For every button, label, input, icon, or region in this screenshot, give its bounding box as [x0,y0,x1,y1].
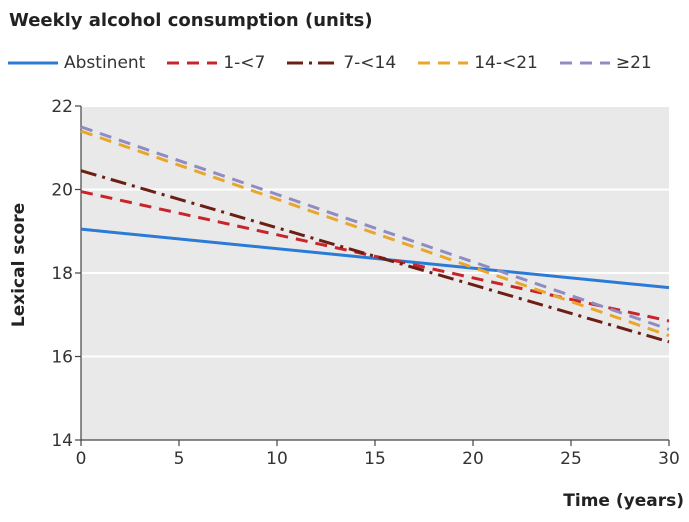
y-axis-title: Lexical score [9,203,29,327]
legend-item-4: 14-<21 [418,53,538,73]
x-tick-label-20: 20 [462,449,484,469]
x-tick-label-30: 30 [658,449,680,469]
x-tick-label-10: 10 [266,449,288,469]
legend-item-1: Abstinent [8,53,145,73]
legend-label: Abstinent [64,53,146,73]
y-tick-label-16: 16 [51,348,73,368]
y-tick-label-22: 22 [51,97,73,117]
series-line-4 [80,129,670,338]
series-line-1 [80,227,670,290]
legend-swatch [287,61,338,65]
y-tick-label-18: 18 [51,264,73,284]
legend-item-3: 7-<14 [287,53,396,73]
legend-item-5: ≥21 [559,53,652,73]
series-line-5 [80,125,670,331]
x-axis-title: Time (years) [563,491,684,511]
y-tick-label-20: 20 [51,181,73,201]
legend-title: Weekly alcohol consumption (units) [9,10,373,31]
x-tick-label-25: 25 [560,449,582,469]
x-tick-label-15: 15 [364,449,386,469]
legend-label: 7-<14 [343,53,397,73]
legend-item-2: 1-<7 [167,53,265,73]
legend-swatch [8,61,58,65]
series-line-2 [80,190,670,323]
x-tick-label-5: 5 [174,449,185,469]
y-tick-label-14: 14 [51,431,73,451]
legend: Abstinent 1-<7 7-<14 14-<21 ≥21 [8,52,674,74]
legend-swatch [559,61,610,65]
legend-swatch [418,61,469,65]
legend-swatch [167,61,218,65]
x-tick-label-0: 0 [76,449,87,469]
legend-label: 1-<7 [223,53,266,73]
legend-label: ≥21 [615,53,652,73]
series-line-3 [80,169,670,344]
legend-label: 14-<21 [474,53,538,73]
